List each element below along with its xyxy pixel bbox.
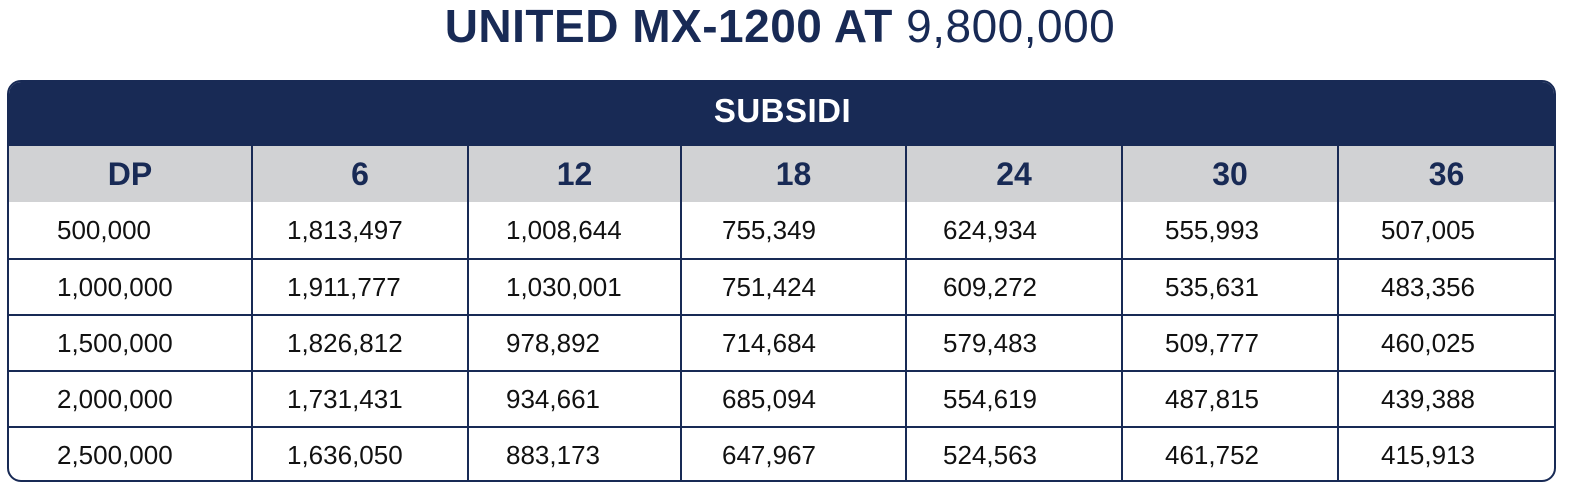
cell-tenor-12: 978,892 [469,316,682,370]
table-banner: SUBSIDI [9,82,1554,146]
table-row: 500,000 1,813,497 1,008,644 755,349 624,… [9,202,1554,258]
cell-tenor-30: 487,815 [1123,372,1339,426]
cell-tenor-36: 507,005 [1381,214,1475,245]
table-header-row: DP 6 12 18 24 30 36 [9,146,1554,202]
cell-tenor-30: 461,752 [1123,428,1339,480]
column-header-tenor-12: 12 [469,146,682,202]
cell-tenor-24: 579,483 [907,316,1123,370]
table-row: 1,500,000 1,826,812 978,892 714,684 579,… [9,314,1554,370]
cell-dp: 1,000,000 [9,260,253,314]
cell-tenor-30: 555,993 [1123,202,1339,258]
cell-tenor-24: 624,934 [907,202,1123,258]
cell-tenor-24: 524,563 [907,428,1123,480]
cell-tenor-36: 415,913 [1381,439,1475,470]
cell-tenor-6: 1,813,497 [253,202,469,258]
cell-tenor-24: 609,272 [907,260,1123,314]
cell-tenor-18: 714,684 [682,316,907,370]
table-row: 2,000,000 1,731,431 934,661 685,094 554,… [9,370,1554,426]
column-header-tenor-18: 18 [682,146,907,202]
column-header-tenor-36: 36 [1428,156,1465,192]
cell-tenor-12: 883,173 [469,428,682,480]
cell-tenor-18: 755,349 [682,202,907,258]
cell-tenor-12: 1,008,644 [469,202,682,258]
cell-tenor-30: 535,631 [1123,260,1339,314]
cell-tenor-36: 483,356 [1381,271,1475,302]
cell-tenor-12: 934,661 [469,372,682,426]
cell-tenor-6: 1,826,812 [253,316,469,370]
cell-tenor-18: 751,424 [682,260,907,314]
installment-table: SUBSIDI DP 6 12 18 24 30 36 500,000 1,81… [7,80,1556,482]
cell-dp: 1,500,000 [9,316,253,370]
column-header-tenor-30: 30 [1123,146,1339,202]
table-row: 1,000,000 1,911,777 1,030,001 751,424 60… [9,258,1554,314]
product-price: 9,800,000 [906,0,1116,52]
cell-tenor-30: 509,777 [1123,316,1339,370]
cell-dp: 500,000 [9,202,253,258]
cell-tenor-6: 1,636,050 [253,428,469,480]
cell-tenor-6: 1,911,777 [253,260,469,314]
cell-tenor-6: 1,731,431 [253,372,469,426]
page-title: UNITED MX-1200 AT 9,800,000 [0,0,1560,54]
column-header-tenor-6: 6 [253,146,469,202]
column-header-tenor-24: 24 [907,146,1123,202]
cell-tenor-12: 1,030,001 [469,260,682,314]
cell-tenor-36: 439,388 [1381,383,1475,414]
cell-dp: 2,500,000 [9,428,253,480]
cell-tenor-36: 460,025 [1381,327,1475,358]
cell-dp: 2,000,000 [9,372,253,426]
cell-tenor-24: 554,619 [907,372,1123,426]
table-row: 2,500,000 1,636,050 883,173 647,967 524,… [9,426,1554,480]
cell-tenor-18: 685,094 [682,372,907,426]
product-name: UNITED MX-1200 AT [444,0,893,52]
column-header-dp: DP [9,146,253,202]
table-grid: DP 6 12 18 24 30 36 500,000 1,813,497 1,… [9,146,1554,480]
cell-tenor-18: 647,967 [682,428,907,480]
